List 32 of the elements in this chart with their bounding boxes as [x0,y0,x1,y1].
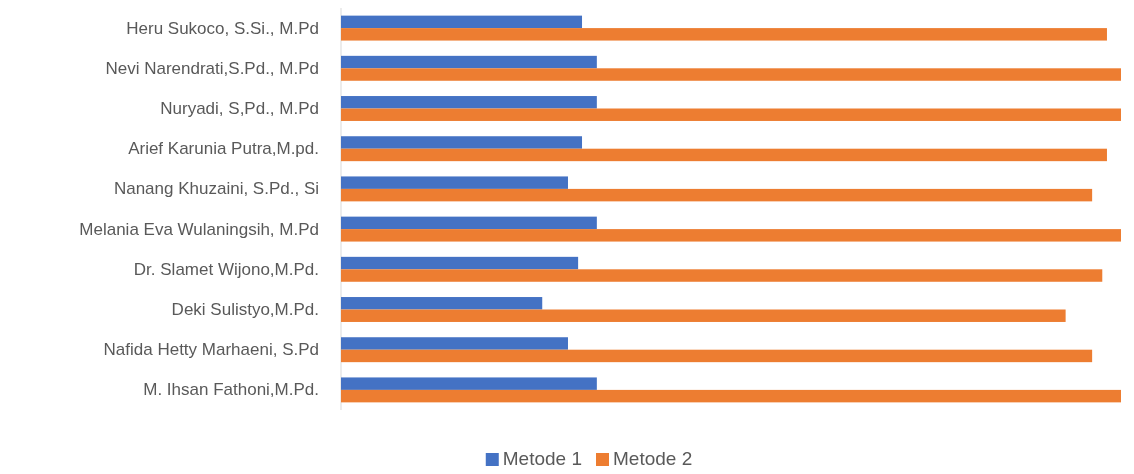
bar [341,269,1103,282]
y-tick-label: Heru Sukoco, S.Si., M.Pd [126,18,319,38]
y-tick-label: Nafida Hetty Marhaeni, S.Pd [103,340,319,360]
bar [341,28,1107,41]
bar [341,256,579,270]
y-tick-label: Arief Karunia Putra,M.pd. [128,139,319,159]
bar [341,216,597,230]
bar [341,55,597,69]
bar [341,377,597,390]
y-tick-label: Dr. Slamet Wijono,M.Pd. [133,259,319,279]
bar [341,68,1121,81]
bar [341,297,543,310]
legend-label: Metode 2 [613,448,693,469]
bar [341,389,1121,403]
bar [341,309,1066,322]
y-tick-label: Nanang Khuzaini, S.Pd., Si [113,179,319,199]
bar [341,96,597,109]
bar [341,229,1121,242]
y-tick-label: M. Ihsan Fathoni,M.Pd. [143,380,319,400]
y-tick-label: Melania Eva Wulaningsih, M.Pd [79,219,319,239]
legend-label: Metode 1 [502,448,582,469]
bar [341,176,568,189]
bar [341,337,568,350]
bar [341,148,1107,162]
bar [341,188,1093,202]
bar [341,108,1121,121]
bar [341,349,1093,363]
bar [341,136,583,149]
y-tick-label: Nevi Narendrati,S.Pd., M.Pd [105,58,319,78]
y-tick-label: Nuryadi, S,Pd., M.Pd [160,98,319,118]
y-tick-label: Deki Sulistyo,M.Pd. [171,299,319,319]
bar [341,15,583,29]
